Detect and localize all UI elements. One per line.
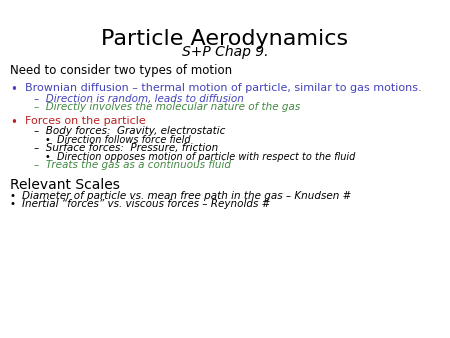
Text: Inertial “forces” vs. viscous forces – Reynolds #: Inertial “forces” vs. viscous forces – R… xyxy=(22,199,271,210)
Text: –  Direction is random, leads to diffusion: – Direction is random, leads to diffusio… xyxy=(34,94,243,104)
Text: Need to consider two types of motion: Need to consider two types of motion xyxy=(10,64,232,77)
Text: –  Surface forces:  Pressure, friction: – Surface forces: Pressure, friction xyxy=(34,143,218,153)
Text: Brownian diffusion – thermal motion of particle, similar to gas motions.: Brownian diffusion – thermal motion of p… xyxy=(25,83,421,93)
Text: –  Treats the gas as a continuous fluid: – Treats the gas as a continuous fluid xyxy=(34,160,231,170)
Text: –  Body forces:  Gravity, electrostatic: – Body forces: Gravity, electrostatic xyxy=(34,126,225,137)
Text: •: • xyxy=(10,116,17,128)
Text: •: • xyxy=(10,83,17,96)
Text: Forces on the particle: Forces on the particle xyxy=(25,116,145,126)
Text: •  Direction follows force field: • Direction follows force field xyxy=(45,135,191,145)
Text: •: • xyxy=(10,191,16,201)
Text: Relevant Scales: Relevant Scales xyxy=(10,178,120,192)
Text: •: • xyxy=(10,199,16,210)
Text: Diameter of particle vs. mean free path in the gas – Knudsen #: Diameter of particle vs. mean free path … xyxy=(22,191,352,201)
Text: Particle Aerodynamics: Particle Aerodynamics xyxy=(101,29,349,49)
Text: •  Direction opposes motion of particle with respect to the fluid: • Direction opposes motion of particle w… xyxy=(45,152,356,162)
Text: S+P Chap 9.: S+P Chap 9. xyxy=(182,45,268,58)
Text: –  Directly involves the molecular nature of the gas: – Directly involves the molecular nature… xyxy=(34,102,300,112)
